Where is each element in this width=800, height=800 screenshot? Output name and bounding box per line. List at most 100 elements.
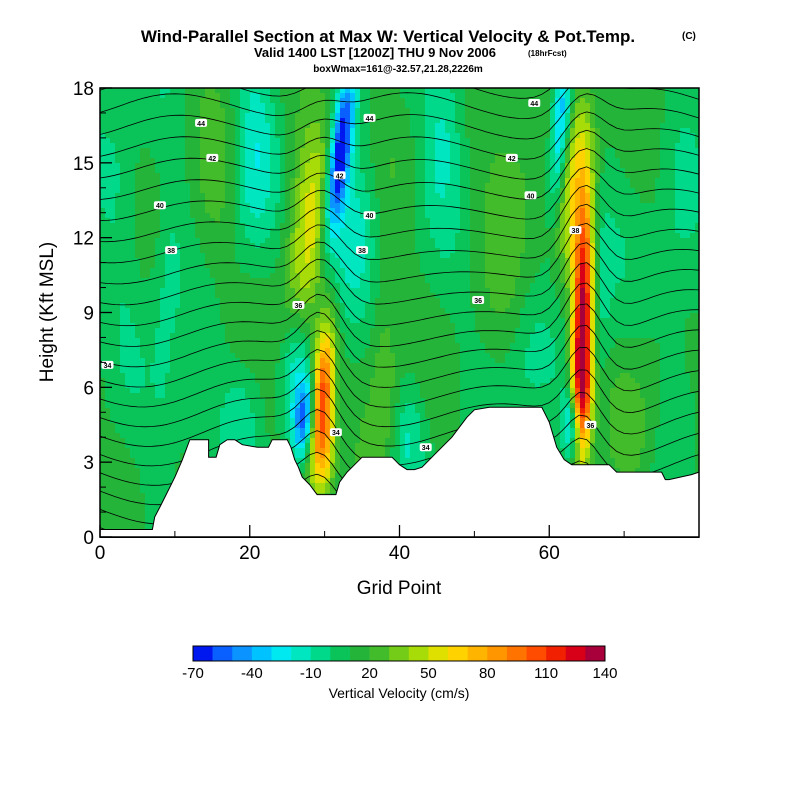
heatmap-cell [645, 113, 651, 119]
heatmap-cell [595, 128, 601, 134]
heatmap-cell [335, 268, 341, 274]
heatmap-cell [275, 253, 281, 259]
heatmap-cell [520, 248, 526, 254]
heatmap-cell [345, 133, 351, 139]
heatmap-cell [300, 108, 306, 114]
heatmap-cell [335, 178, 341, 184]
heatmap-cell [635, 258, 641, 264]
heatmap-cell [400, 173, 406, 179]
heatmap-cell [445, 253, 451, 259]
heatmap-cell [660, 163, 666, 169]
heatmap-cell [685, 268, 691, 274]
heatmap-cell [580, 283, 586, 289]
heatmap-cell [320, 228, 326, 234]
heatmap-cell [340, 193, 346, 199]
heatmap-cell [100, 253, 106, 259]
heatmap-cell [520, 223, 526, 229]
heatmap-cell [510, 213, 516, 219]
heatmap-cell [495, 208, 501, 214]
heatmap-cell [550, 123, 556, 129]
heatmap-cell [425, 158, 431, 164]
heatmap-cell [145, 228, 151, 234]
heatmap-cell [390, 273, 396, 279]
heatmap-cell [635, 143, 641, 149]
heatmap-cell [560, 258, 566, 264]
heatmap-cell [585, 163, 591, 169]
heatmap-cell [675, 278, 681, 284]
heatmap-cell [365, 98, 371, 104]
heatmap-cell [525, 263, 531, 269]
heatmap-cell [410, 128, 416, 134]
heatmap-cell [175, 148, 181, 154]
heatmap-cell [250, 228, 256, 234]
heatmap-cell [690, 233, 696, 239]
heatmap-cell [540, 203, 546, 209]
heatmap-cell [505, 173, 511, 179]
heatmap-cell [160, 263, 166, 269]
heatmap-cell [270, 278, 276, 284]
heatmap-cell [645, 193, 651, 199]
heatmap-cell [490, 128, 496, 134]
heatmap-cell [560, 193, 566, 199]
heatmap-cell [255, 273, 261, 279]
heatmap-cell [400, 143, 406, 149]
heatmap-cell [540, 88, 546, 94]
heatmap-cell [140, 198, 146, 204]
heatmap-cell [480, 208, 486, 214]
heatmap-cell [140, 143, 146, 149]
heatmap-cell [145, 108, 151, 114]
heatmap-cell [170, 278, 176, 284]
heatmap-cell [590, 243, 596, 249]
heatmap-cell [205, 213, 211, 219]
heatmap-cell [190, 163, 196, 169]
heatmap-cell [115, 188, 121, 194]
heatmap-cell [420, 183, 426, 189]
heatmap-cell [550, 133, 556, 139]
heatmap-cell [430, 113, 436, 119]
heatmap-cell [425, 273, 431, 279]
heatmap-cell [680, 113, 686, 119]
heatmap-cell [120, 98, 126, 104]
heatmap-cell [360, 113, 366, 119]
heatmap-cell [655, 163, 661, 169]
heatmap-cell [620, 258, 626, 264]
heatmap-cell [555, 183, 561, 189]
heatmap-cell [215, 263, 221, 269]
heatmap-cell [395, 128, 401, 134]
heatmap-cell [665, 188, 671, 194]
heatmap-cell [240, 193, 246, 199]
heatmap-cell [580, 108, 586, 114]
heatmap-cell [135, 153, 141, 159]
heatmap-cell [115, 93, 121, 99]
heatmap-cell [350, 158, 356, 164]
heatmap-cell [200, 93, 206, 99]
heatmap-cell [170, 158, 176, 164]
heatmap-cell [540, 118, 546, 124]
heatmap-cell [530, 168, 536, 174]
heatmap-cell [555, 233, 561, 239]
heatmap-cell [355, 273, 361, 279]
heatmap-cell [625, 183, 631, 189]
heatmap-cell [140, 133, 146, 139]
heatmap-cell [270, 293, 276, 299]
heatmap-cell [390, 88, 396, 94]
heatmap-cell [590, 128, 596, 134]
heatmap-cell [635, 178, 641, 184]
heatmap-cell [220, 128, 226, 134]
heatmap-cell [125, 103, 131, 109]
heatmap-cell [565, 243, 571, 249]
heatmap-cell [625, 158, 631, 164]
heatmap-cell [635, 98, 641, 104]
heatmap-cell [580, 263, 586, 269]
heatmap-cell [610, 153, 616, 159]
heatmap-cell [300, 283, 306, 289]
heatmap-cell [630, 133, 636, 139]
heatmap-cell [325, 218, 331, 224]
heatmap-cell [650, 123, 656, 129]
heatmap-cell [130, 173, 136, 179]
heatmap-cell [185, 268, 191, 274]
heatmap-cell [400, 208, 406, 214]
heatmap-cell [505, 248, 511, 254]
heatmap-cell [155, 143, 161, 149]
heatmap-cell [690, 238, 696, 244]
